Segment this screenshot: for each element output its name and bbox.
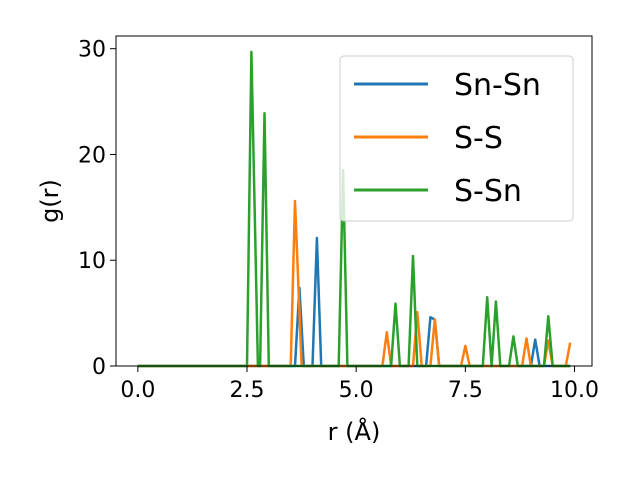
legend: Sn-Sn S-S S-Sn bbox=[339, 55, 574, 222]
y-tick-label: 10 bbox=[78, 249, 106, 274]
series-line-s-sn bbox=[137, 50, 571, 368]
legend-box bbox=[339, 55, 574, 222]
ticks-layer: 0.0 2.5 5.0 7.5 10.0 0 10 20 30 bbox=[78, 38, 599, 403]
legend-label-s-sn: S-Sn bbox=[454, 174, 522, 209]
legend-entries: Sn-Sn S-S S-Sn bbox=[354, 68, 541, 209]
x-axis-label: r (Å) bbox=[328, 417, 381, 446]
x-tick-label: 10.0 bbox=[550, 378, 599, 403]
plot-frame bbox=[115, 35, 593, 367]
legend-label-sn-sn: Sn-Sn bbox=[454, 68, 541, 103]
x-tick-label: 0.0 bbox=[120, 378, 155, 403]
series-line-sn-sn bbox=[137, 236, 571, 368]
x-tick-label: 5.0 bbox=[339, 378, 374, 403]
y-tick-label: 30 bbox=[78, 38, 106, 63]
y-tick-label: 0 bbox=[92, 355, 106, 380]
x-tick-label: 7.5 bbox=[448, 378, 483, 403]
y-tick-label: 20 bbox=[78, 143, 106, 168]
x-tick-label: 2.5 bbox=[230, 378, 265, 403]
legend-label-s-s: S-S bbox=[454, 121, 503, 156]
y-axis-label: g(r) bbox=[36, 179, 64, 223]
series-line-s-s bbox=[137, 199, 572, 368]
